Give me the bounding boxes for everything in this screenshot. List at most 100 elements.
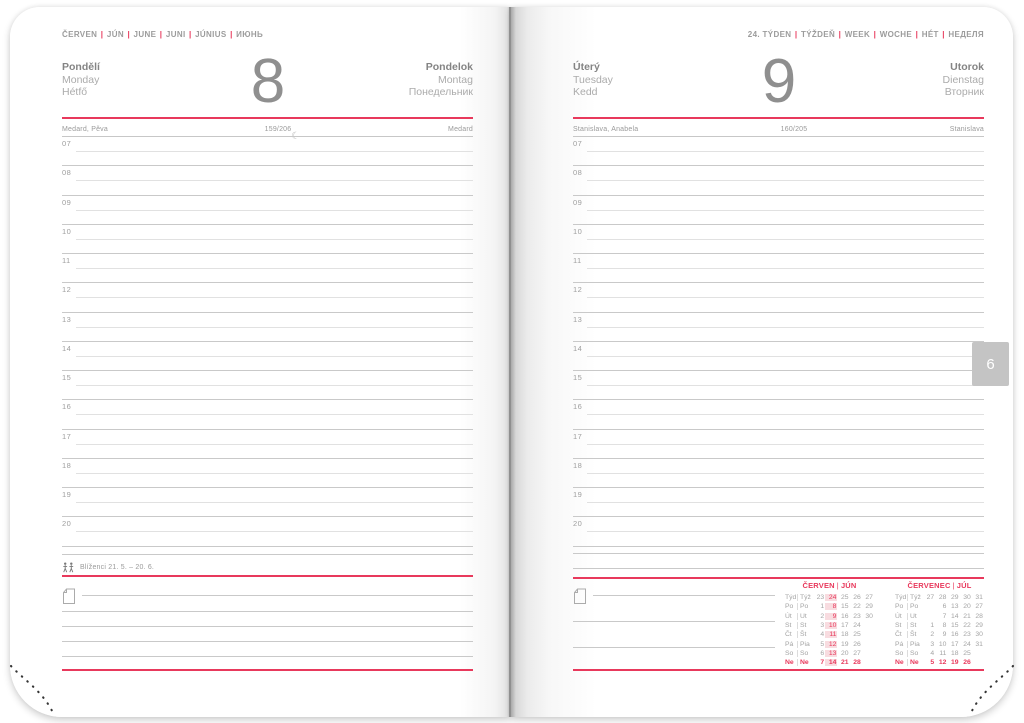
- note-line: [62, 641, 473, 642]
- hour-writing-line: [76, 209, 473, 211]
- label-part: ČERVENEC: [907, 581, 951, 590]
- calendar-day-label-sk: St: [797, 622, 813, 630]
- hour-label: 19: [62, 490, 72, 500]
- calendar-cell: 6: [942, 603, 947, 611]
- day-names-left: Pondělí Monday Hétfő: [62, 61, 100, 99]
- calendar-cell: 29: [951, 594, 959, 602]
- hour-writing-line: [587, 414, 984, 416]
- calendar-cell: 24: [853, 622, 861, 630]
- nameday-czech: Stanislava, Anabela: [573, 126, 639, 133]
- note-line: [573, 647, 775, 648]
- day-name: Понедельник: [408, 86, 473, 98]
- pipe-separator: |: [189, 30, 192, 39]
- hour-label: 20: [62, 519, 72, 529]
- right-page-content: 24. TÝDEN | TÝŽDEŇ | WEEK | WOCHE | HÉT | НЕДЕЛЯ Ú…: [573, 0, 984, 723]
- hour-row: 20: [62, 517, 473, 547]
- hour-label: 14: [62, 343, 72, 353]
- calendar-cell: 4: [820, 631, 825, 639]
- calendar-cell: 12: [938, 659, 947, 667]
- hour-label: 17: [62, 431, 72, 441]
- calendar-cell: 19: [951, 659, 959, 667]
- calendar-cell: 18: [951, 649, 959, 657]
- calendar-cell: 26: [963, 659, 971, 667]
- pipe-separator: |: [836, 581, 839, 590]
- hour-writing-line: [76, 355, 473, 357]
- calendar-cell: 29: [865, 603, 873, 611]
- hour-writing-line: [76, 472, 473, 474]
- mini-calendar: ČERVEN | JÚN Týd Týž 23 24 25 26 27 Po Po 1 8 15 22 29 Út…: [785, 581, 874, 667]
- calendar-cell: 15: [951, 622, 959, 630]
- note-page-icon: [63, 588, 75, 604]
- label-part: НЕДЕЛЯ: [948, 30, 984, 39]
- calendar-day-label-sk: Týž: [907, 594, 923, 602]
- hour-row: 15: [62, 371, 473, 401]
- calendar-cell: 3: [820, 622, 825, 630]
- hour-row: 13: [573, 313, 984, 342]
- hour-row: 17: [62, 430, 473, 459]
- pipe-separator: |: [159, 30, 163, 39]
- calendar-cell: 20: [963, 603, 971, 611]
- ruled-line: [62, 554, 473, 555]
- label-part: ČERVEN: [62, 30, 98, 39]
- hour-row: 12: [573, 283, 984, 313]
- calendar-day-label-sk: Ne: [797, 659, 813, 667]
- calendar-cell: 5: [820, 640, 825, 648]
- calendar-cell: 7: [820, 659, 825, 667]
- label-part: WEEK: [844, 30, 871, 39]
- hour-label: 08: [62, 168, 72, 178]
- calendar-cell: 11: [939, 649, 947, 657]
- hour-label: 18: [573, 460, 583, 470]
- right-page: [511, 7, 1013, 717]
- day-name: Pondělí: [62, 61, 100, 73]
- label-part: HÉT: [921, 30, 939, 39]
- hour-writing-line: [587, 297, 984, 299]
- left-page: [10, 7, 510, 717]
- day-of-year: 159/206: [264, 126, 292, 133]
- calendar-cell: 21: [841, 659, 849, 667]
- calendar-cell: 8: [825, 603, 838, 611]
- hour-row: 10: [573, 225, 984, 255]
- calendar-title: ČERVEN | JÚN: [785, 581, 874, 593]
- hour-row: 11: [62, 254, 473, 284]
- calendar-cell: 16: [841, 612, 849, 620]
- nameday-slovak: Stanislava: [949, 126, 984, 133]
- calendar-cell: 3: [930, 640, 935, 648]
- zodiac-label: Blíženci 21. 5. – 20. 6.: [80, 564, 155, 571]
- day-number-wrap: 9: [573, 51, 984, 113]
- hour-label: 10: [62, 226, 72, 236]
- hour-row: 07: [62, 137, 473, 167]
- month-thumb-tab[interactable]: 6: [972, 342, 1009, 386]
- hour-label: 07: [573, 139, 583, 148]
- hour-writing-line: [587, 472, 984, 474]
- calendar-day-label-cz: Út: [895, 612, 902, 620]
- day-of-year: 160/205: [780, 126, 808, 133]
- hour-writing-line: [587, 326, 984, 328]
- calendar-cell: 15: [841, 603, 849, 611]
- calendar-cell: 14: [825, 659, 838, 667]
- calendar-day-label-sk: Pia: [907, 640, 923, 648]
- hour-grid: 07 08 09 10 11 12 13 14 15 16 17 18 19 20: [62, 137, 473, 547]
- calendar-cell: 30: [975, 631, 983, 639]
- hour-label: 20: [573, 519, 583, 529]
- calendar-cell: 1: [820, 603, 825, 611]
- calendar-cell: 8: [942, 622, 947, 630]
- hour-writing-line: [76, 502, 473, 504]
- hour-writing-line: [587, 355, 984, 357]
- hour-row: 09: [62, 196, 473, 225]
- label-part: JÚL: [956, 581, 972, 590]
- calendar-cell: 29: [975, 622, 983, 630]
- calendar-cell: 7: [942, 612, 947, 620]
- nameday-czech: Medard, Pěva: [62, 126, 108, 133]
- calendar-day-label-cz: Po: [785, 603, 794, 611]
- week-header: 24. TÝDEN | TÝŽDEŇ | WEEK | WOCHE | HÉT | НЕДЕЛЯ: [573, 30, 984, 39]
- hour-row: 19: [573, 488, 984, 518]
- hour-writing-line: [76, 268, 473, 270]
- calendar-day-label-sk: Týž: [797, 594, 813, 602]
- label-part: TÝŽDEŇ: [801, 30, 836, 39]
- hour-writing-line: [587, 268, 984, 270]
- hour-row: 07: [573, 137, 984, 167]
- calendar-day-label-sk: Po: [797, 603, 813, 611]
- calendar-cell: 2: [820, 612, 825, 620]
- calendar-cell: 1: [930, 622, 935, 630]
- hour-writing-line: [76, 151, 473, 152]
